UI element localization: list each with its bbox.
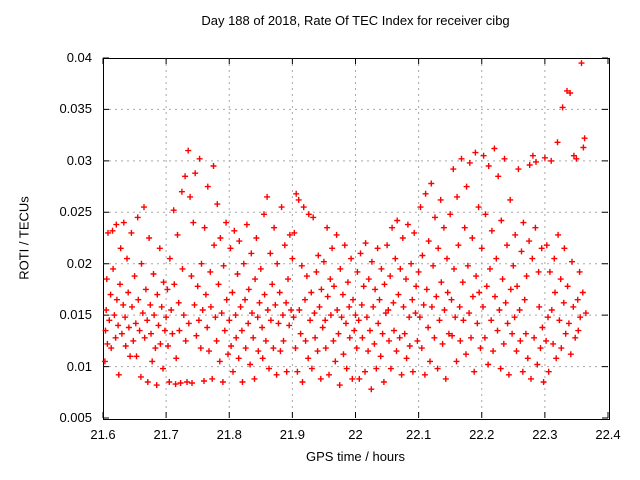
- chart-title: Day 188 of 2018, Rate Of TEC Index for r…: [201, 13, 510, 28]
- y-tick-label: 0.04: [66, 50, 92, 65]
- x-tick-label: 21.8: [216, 427, 242, 442]
- tick-marks: [102, 57, 609, 419]
- x-tick-label: 22.3: [532, 427, 558, 442]
- x-tick-label: 22.2: [469, 427, 495, 442]
- y-tick-label: 0.035: [59, 101, 92, 117]
- x-axis-label: GPS time / hours: [306, 449, 405, 464]
- x-tick-label: 22.1: [405, 427, 432, 442]
- x-tick-label: 21.6: [90, 427, 116, 442]
- plot-area: [103, 58, 610, 420]
- x-tick-label: 21.7: [153, 427, 179, 442]
- grid-lines: [103, 58, 608, 418]
- x-tick-label: 22: [348, 427, 363, 442]
- x-tick-label: 21.9: [279, 427, 306, 442]
- x-tick-label: 22.4: [595, 427, 621, 442]
- y-tick-label: 0.01: [66, 358, 92, 374]
- y-tick-label: 0.03: [66, 152, 92, 168]
- y-tick-label: 0.02: [66, 255, 92, 271]
- y-tick-label: 0.015: [59, 307, 92, 323]
- data-points: [101, 60, 589, 393]
- y-tick-label: 0.025: [59, 204, 92, 220]
- y-tick-label: 0.005: [59, 410, 92, 425]
